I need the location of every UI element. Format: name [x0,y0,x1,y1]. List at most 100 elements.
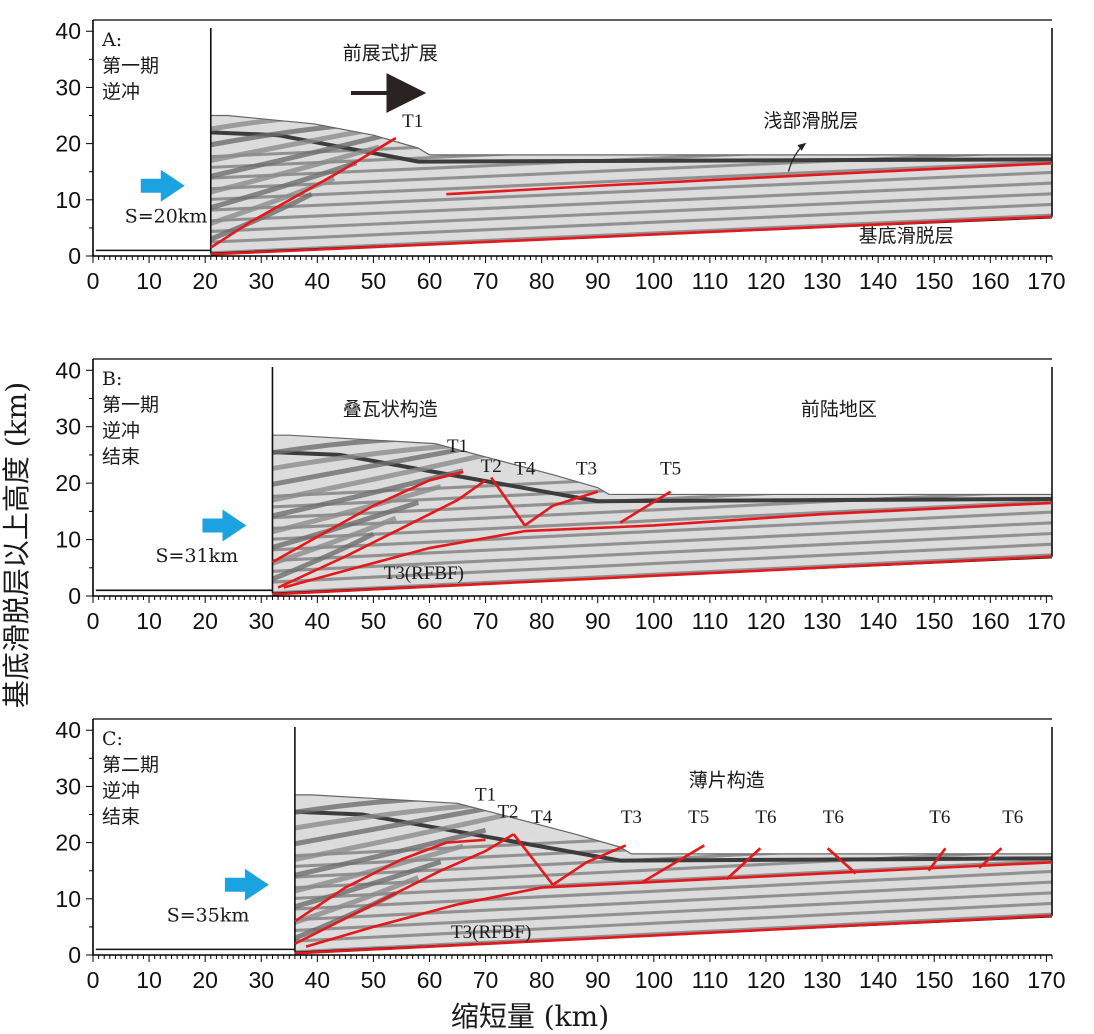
fault-label: T5 [660,459,681,480]
fault-label: T1 [402,111,423,132]
x-tick-label: 130 [803,268,841,294]
x-tick-label: 150 [915,967,953,993]
panel-title-line: 第一期 [102,394,159,416]
structure-label: 前展式扩展 [343,42,438,64]
fault-label: T3(RFBF) [384,563,464,584]
fault-line [277,479,487,589]
push-arrow-icon [140,169,185,202]
fault-label: T4 [514,459,536,480]
x-tick-label: 10 [136,967,162,993]
x-tick-label: 20 [192,967,218,993]
fault-line [512,833,554,886]
structure-label: 叠瓦状构造 [343,398,438,420]
x-axis-title: 缩短量 (km) [451,1000,609,1033]
x-tick-label: 110 [692,967,729,993]
panel-title-line: 逆冲 [102,780,140,802]
y-tick-label: 40 [55,357,81,383]
x-tick-label: 60 [417,967,443,993]
panel-title-line: 结束 [102,806,140,828]
x-tick-label: 70 [473,967,499,993]
x-tick-label: 100 [635,608,673,634]
y-tick-label: 40 [55,717,81,743]
panel-title-line: 逆冲 [102,420,140,442]
fault-label: T6 [823,807,844,828]
x-tick-label: 20 [192,268,218,294]
fault-line [725,847,762,881]
fault-label: T2 [497,801,518,822]
x-tick-label: 120 [747,608,785,634]
panel-a: 0 10 20 30 40 50 60 70 80 90 100 110 120 130 140 150 160… [55,18,1065,294]
x-tick-label: 160 [971,608,1009,634]
x-tick-label: 120 [747,268,785,294]
structure-label: 浅部滑脱层 [763,110,858,132]
x-tick-label: 20 [192,608,218,634]
x-tick-label: 90 [585,268,611,294]
fault-line [210,136,397,249]
panel-title-line: 第二期 [102,754,159,776]
panel-title-line: B: [102,368,122,390]
x-tick-label: 90 [585,608,611,634]
x-tick-label: 70 [473,268,499,294]
panel-title-line: 第一期 [102,55,159,77]
x-tick-label: 30 [248,268,274,294]
x-tick-label: 100 [635,268,673,294]
x-tick-label: 120 [747,967,785,993]
x-tick-label: 30 [248,967,274,993]
fault-line [294,838,486,923]
x-tick-label: 150 [915,268,953,294]
fault-line [490,476,526,527]
y-tick-label: 40 [55,18,81,44]
fault-label: T1 [447,436,468,457]
y-tick-label: 10 [55,527,81,553]
fault-line [305,860,1053,948]
fault-line [294,833,515,945]
y-tick-label: 20 [55,131,81,157]
panel-b: 0 10 20 30 40 50 60 70 80 90 100 110 120 130 140 150 160… [55,357,1065,634]
x-tick-label: 10 [136,608,162,634]
x-tick-label: 10 [136,268,162,294]
panel-title-line: C: [102,728,123,750]
fault-label: T2 [481,456,502,477]
y-tick-label: 0 [68,243,81,269]
shortening-label: S=35km [167,904,250,926]
fault-line [294,914,1053,955]
y-tick-label: 10 [55,886,81,912]
x-tick-label: 170 [1027,268,1065,294]
fault-label: T5 [688,807,709,828]
x-tick-label: 160 [971,268,1009,294]
x-tick-label: 140 [859,967,897,993]
panel-title-line: 结束 [102,446,140,468]
fault-line [641,844,705,884]
structure-label: 薄片构造 [689,769,765,791]
shortening-label: S=20km [125,205,208,227]
y-tick-label: 30 [55,773,81,799]
x-tick-label: 170 [1027,608,1065,634]
y-tick-label: 10 [55,187,81,213]
y-tick-label: 0 [68,583,81,609]
fault-line [927,847,947,872]
y-tick-label: 30 [55,74,81,100]
x-tick-label: 50 [361,967,387,993]
pointer-arrow-icon [787,142,807,172]
x-tick-label: 80 [529,967,555,993]
x-tick-label: 50 [361,608,387,634]
fault-label: T6 [755,807,776,828]
x-tick-label: 50 [361,268,387,294]
panel-title-line: 逆冲 [102,81,140,103]
x-tick-label: 160 [971,967,1009,993]
x-tick-label: 80 [529,608,555,634]
x-tick-label: 40 [305,268,331,294]
structure-label: 前陆地区 [801,398,877,420]
x-tick-label: 140 [859,608,897,634]
fault-line [826,847,857,875]
model-strata [294,794,1052,954]
panel-title-line: A: [101,29,122,51]
x-tick-label: 110 [692,608,729,634]
model-strata [210,115,1053,255]
structure-label: 基底滑脱层 [859,225,954,247]
x-tick-label: 140 [859,268,897,294]
fault-label: T4 [531,807,553,828]
fault-label: T3 [621,807,642,828]
fault-line [446,161,1053,196]
